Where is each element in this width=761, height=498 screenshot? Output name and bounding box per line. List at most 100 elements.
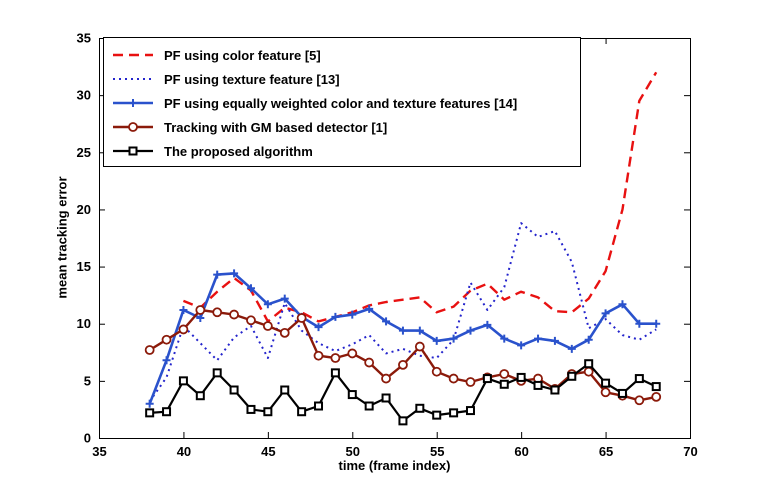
circle-marker: [465, 377, 476, 387]
plus-marker: [415, 326, 424, 335]
square-marker: [381, 393, 391, 403]
circle-marker: [313, 350, 324, 361]
plus-marker: [145, 399, 154, 408]
circle-marker: [414, 341, 425, 352]
square-marker: [465, 406, 475, 416]
square-marker: [499, 379, 509, 389]
circle-marker: [364, 357, 375, 368]
x-tick-label: 40: [177, 444, 191, 459]
x-axis-label: time (frame index): [338, 458, 451, 473]
x-tick-label: 60: [514, 444, 528, 459]
x-tick-label: 65: [599, 444, 613, 459]
circle-marker: [431, 366, 442, 377]
circle-marker: [634, 395, 645, 406]
circle-marker: [161, 334, 172, 345]
x-tick-label: 45: [261, 444, 275, 459]
square-marker: [246, 404, 256, 414]
plus-marker: [382, 317, 391, 326]
plus-marker: [230, 269, 239, 278]
plus-marker: [466, 326, 475, 335]
plus-marker: [483, 320, 492, 329]
legend-line-sample-icon: [113, 122, 153, 132]
plus-marker: [550, 336, 559, 345]
circle-marker: [279, 327, 290, 338]
circle-marker: [651, 391, 662, 402]
circle-marker: [128, 122, 138, 132]
square-marker: [195, 391, 205, 401]
series-line-3: [149, 308, 657, 402]
square-marker: [297, 407, 307, 417]
circle-marker: [178, 324, 189, 335]
plus-marker: [618, 300, 627, 309]
legend-line-sample-icon: [113, 146, 153, 156]
circle-marker: [448, 373, 459, 384]
circle-marker: [499, 369, 510, 379]
legend-item-label: PF using texture feature [13]: [164, 71, 340, 87]
square-marker: [178, 376, 188, 386]
plus-marker: [652, 319, 661, 328]
square-marker: [280, 385, 290, 395]
y-tick-label: 35: [77, 31, 91, 46]
x-tick-label: 35: [92, 444, 106, 459]
plus-marker: [280, 294, 289, 303]
legend-line-sample-icon: [113, 99, 153, 107]
square-marker: [263, 407, 273, 417]
square-marker: [533, 380, 543, 390]
x-tick-label: 70: [683, 444, 697, 459]
square-marker: [314, 401, 324, 411]
square-marker: [398, 416, 408, 426]
square-marker: [145, 408, 155, 418]
square-marker: [432, 410, 442, 420]
y-tick-label: 0: [84, 431, 91, 446]
series-line-0: [182, 71, 658, 323]
circle-marker: [262, 321, 273, 331]
plus-marker: [432, 336, 441, 345]
plus-marker: [449, 334, 458, 343]
y-tick-label: 30: [77, 88, 91, 103]
square-marker: [415, 403, 425, 413]
plus-marker: [348, 310, 357, 319]
y-tick-label: 20: [77, 202, 91, 217]
y-axis-label: mean tracking error: [54, 176, 70, 299]
plus-marker: [179, 306, 188, 314]
plus-marker: [567, 344, 576, 353]
plus-marker: [263, 300, 272, 309]
plus-marker: [314, 323, 323, 332]
square-marker: [449, 408, 459, 418]
square-marker: [229, 385, 239, 395]
circle-marker: [296, 313, 307, 323]
plus-marker: [517, 341, 526, 350]
legend-item-label: The proposed algorithm: [164, 143, 313, 159]
legend-line-sample-icon: [113, 53, 153, 57]
legend-item: Tracking with GM based detector [1]: [111, 115, 580, 139]
x-tick-label: 50: [346, 444, 360, 459]
legend-item-label: PF using color feature [5]: [164, 47, 321, 63]
plus-marker: [331, 312, 340, 321]
square-marker: [584, 359, 594, 369]
circle-marker: [583, 366, 594, 377]
circle-marker: [229, 309, 239, 320]
plus-marker: [398, 326, 407, 335]
square-marker: [516, 372, 526, 382]
circle-marker: [600, 387, 611, 398]
plus-marker: [162, 356, 171, 365]
legend-item: The proposed algorithm: [111, 139, 580, 163]
square-marker: [482, 374, 492, 384]
square-marker: [567, 371, 577, 381]
y-tick-label: 15: [77, 259, 91, 274]
square-marker: [364, 401, 374, 411]
legend-line-sample-icon: [113, 78, 153, 80]
x-tick-label: 55: [430, 444, 444, 459]
circle-marker: [381, 373, 391, 384]
square-marker: [128, 146, 138, 156]
y-tick-label: 25: [77, 145, 91, 160]
square-marker: [162, 407, 172, 417]
circle-marker: [347, 348, 358, 359]
square-marker: [601, 378, 611, 388]
circle-marker: [144, 345, 155, 355]
legend-item-label: Tracking with GM based detector [1]: [164, 119, 388, 135]
square-marker: [634, 374, 644, 384]
square-marker: [212, 368, 222, 378]
